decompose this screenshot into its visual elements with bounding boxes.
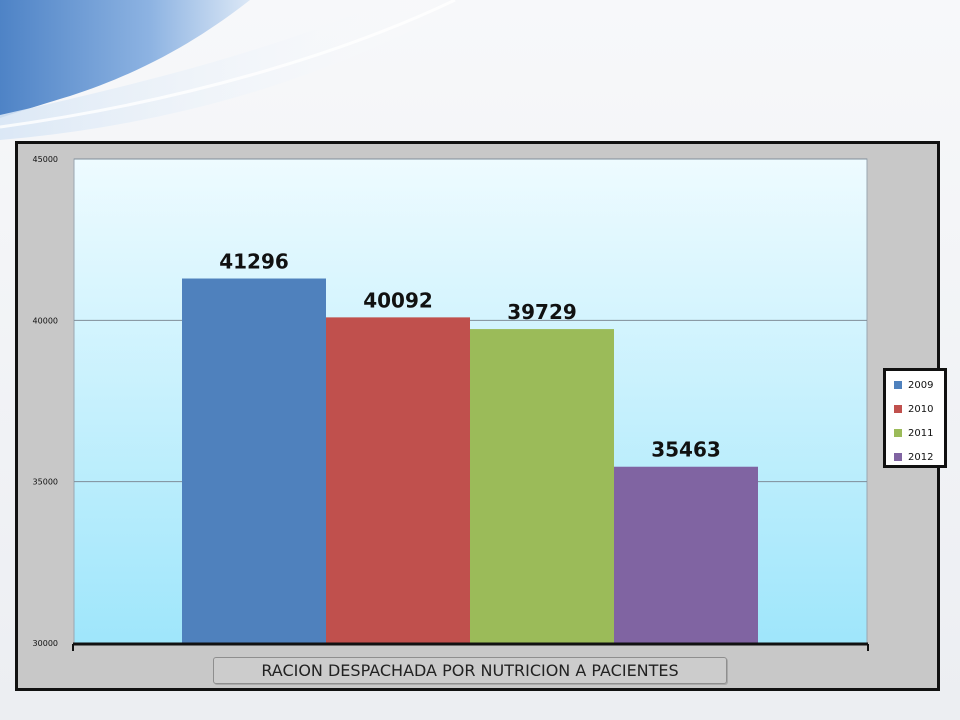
data-label-2009: 41296 <box>219 250 289 274</box>
bar-2009 <box>182 278 326 643</box>
legend-label: 2011 <box>908 427 934 439</box>
bar-2010 <box>326 317 470 643</box>
y-tick-label: 35000 <box>33 478 58 487</box>
bars <box>182 278 758 643</box>
legend-swatch <box>894 381 902 389</box>
legend-swatch <box>894 453 902 461</box>
legend-swatch <box>894 429 902 437</box>
legend-item-2011: 2011 <box>894 425 933 441</box>
y-tick-label: 40000 <box>33 316 58 325</box>
legend: 2009 2010 2011 2012 <box>883 368 947 468</box>
y-axis-ticks: 30000 35000 40000 45000 <box>33 155 58 648</box>
legend-item-2012: 2012 <box>894 449 933 465</box>
chart-frame: 30000 35000 40000 45000 41296 40092 39729 3546… <box>15 141 947 691</box>
legend-label: 2009 <box>908 379 934 391</box>
legend-label: 2012 <box>908 451 934 463</box>
legend-item-2010: 2010 <box>894 401 933 417</box>
bar-chart: 30000 35000 40000 45000 41296 40092 39729 3546… <box>33 155 869 651</box>
y-tick-label: 45000 <box>33 155 58 164</box>
legend-swatch <box>894 405 902 413</box>
x-category-label: RACION DESPACHADA POR NUTRICION A PACIEN… <box>213 657 727 684</box>
legend-label: 2010 <box>908 403 934 415</box>
bar-2011 <box>470 329 614 643</box>
data-label-2010: 40092 <box>363 288 433 312</box>
bar-2012 <box>614 466 758 643</box>
y-tick-label: 30000 <box>33 639 58 648</box>
legend-item-2009: 2009 <box>894 377 933 393</box>
data-labels: 41296 40092 39729 35463 <box>219 250 721 462</box>
data-label-2011: 39729 <box>507 300 577 324</box>
data-label-2012: 35463 <box>651 438 721 462</box>
